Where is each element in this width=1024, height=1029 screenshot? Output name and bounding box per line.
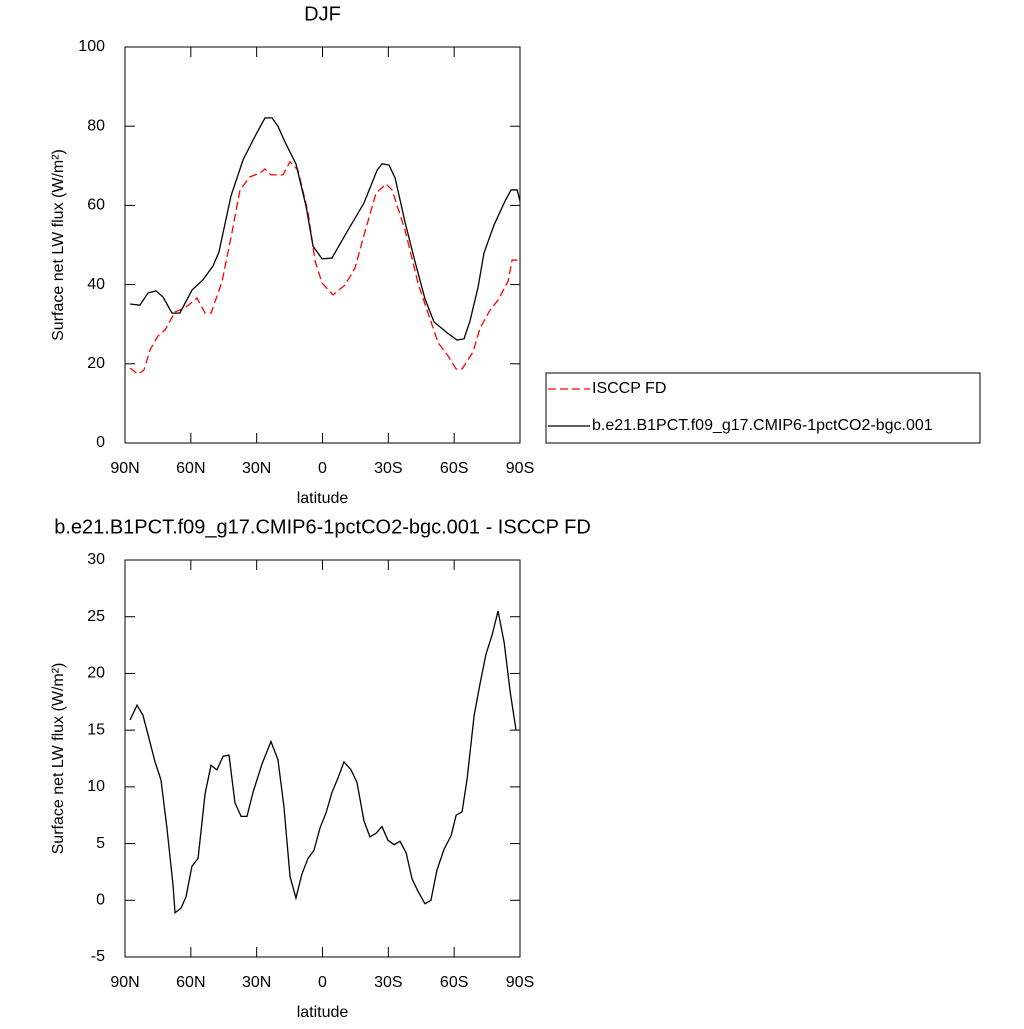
y-tick-label: 60 (87, 197, 105, 214)
x-tick-label: 30N (242, 974, 271, 991)
y-tick-label: 10 (87, 778, 105, 795)
x-tick-label: 60S (440, 974, 468, 991)
y-tick-label: 25 (87, 608, 105, 625)
chart-title: DJF (304, 3, 341, 25)
y-tick-label: 40 (87, 276, 105, 293)
x-tick-label: 90S (506, 974, 534, 991)
y-tick-label: 80 (87, 117, 105, 134)
x-tick-label: 90N (110, 974, 139, 991)
y-tick-label: -5 (91, 948, 105, 965)
data-line (129, 160, 518, 375)
y-tick-label: 15 (87, 721, 105, 738)
y-tick-label: 30 (87, 551, 105, 568)
x-axis-label: latitude (297, 490, 349, 507)
plot-frame (124, 46, 521, 444)
x-tick-label: 30N (242, 460, 271, 477)
x-tick-label: 90N (110, 460, 139, 477)
data-line (129, 610, 517, 915)
x-tick-label: 30S (374, 460, 402, 477)
y-axis-label: Surface net LW flux (W/m²) (50, 149, 67, 341)
y-tick-label: 5 (96, 835, 105, 852)
x-axis-label: latitude (297, 1004, 349, 1021)
chart: DJF latitude Surface net LW flux (W/m²) 0 20… (50, 3, 981, 507)
legend: ISCCP FD b.e21.B1PCT.f09_g17.CMIP6-1pctCO… (545, 372, 981, 444)
x-tick-label: 0 (318, 974, 327, 991)
y-tick-label: 20 (87, 665, 105, 682)
plot-frame (124, 559, 521, 958)
x-tick-label: 60S (440, 460, 468, 477)
data-line (129, 117, 521, 341)
x-tick-label: 30S (374, 974, 402, 991)
legend-label: ISCCP FD (592, 380, 666, 397)
legend-label: b.e21.B1PCT.f09_g17.CMIP6-1pctCO2-bgc.00… (592, 417, 933, 434)
legend-box (545, 372, 981, 444)
x-tick-label: 60N (176, 974, 205, 991)
y-tick-label: 100 (78, 38, 105, 55)
x-tick-label: 0 (318, 460, 327, 477)
y-axis-label: Surface net LW flux (W/m²) (50, 663, 67, 855)
y-tick-label: 0 (96, 434, 105, 451)
y-tick-label: 0 (96, 892, 105, 909)
chart-title: b.e21.B1PCT.f09_g17.CMIP6-1pctCO2-bgc.00… (54, 516, 591, 538)
x-tick-label: 60N (176, 460, 205, 477)
x-tick-label: 90S (506, 460, 534, 477)
y-tick-label: 20 (87, 355, 105, 372)
chart: b.e21.B1PCT.f09_g17.CMIP6-1pctCO2-bgc.00… (50, 516, 591, 1021)
